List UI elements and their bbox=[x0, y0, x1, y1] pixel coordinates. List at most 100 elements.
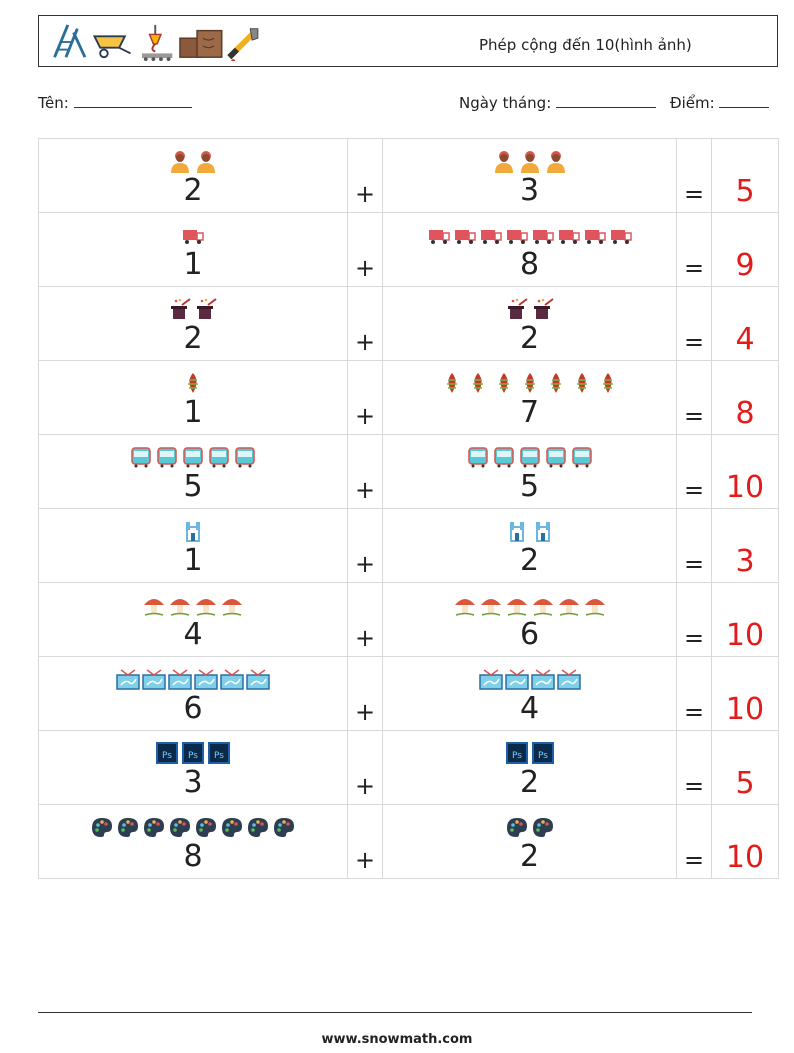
addend-b-cell: 3 bbox=[382, 138, 677, 213]
result-cell: 8 bbox=[711, 360, 779, 435]
ps-logo-icon: Ps bbox=[531, 742, 554, 764]
footer-divider bbox=[38, 1012, 752, 1013]
name-label: Tên: bbox=[38, 94, 69, 112]
addend-b-number: 4 bbox=[519, 691, 540, 726]
equals-cell: = bbox=[676, 656, 712, 731]
pinecone-icon bbox=[550, 373, 561, 393]
result-answer: 10 bbox=[725, 692, 765, 727]
worksheet-header: Phép cộng đến 10(hình ảnh) bbox=[38, 15, 778, 67]
pinecone-icon bbox=[602, 373, 613, 393]
addend-b-number: 2 bbox=[519, 321, 540, 356]
result-cell: 10 bbox=[711, 656, 779, 731]
addend-a-pictures bbox=[39, 371, 347, 397]
map-board-icon bbox=[168, 669, 192, 690]
addend-a-number: 2 bbox=[183, 173, 203, 208]
equals-sign: = bbox=[683, 476, 705, 504]
addend-b-cell: 2 bbox=[382, 508, 677, 583]
addend-b-pictures bbox=[383, 371, 676, 397]
worker-icon bbox=[171, 151, 189, 173]
addend-a-pictures bbox=[39, 445, 347, 471]
palette-icon bbox=[532, 818, 553, 837]
svg-text:Ps: Ps bbox=[188, 751, 198, 761]
mushroom-icon bbox=[170, 599, 190, 616]
castle-icon bbox=[509, 522, 524, 542]
result-answer: 8 bbox=[735, 396, 755, 431]
equals-cell: = bbox=[676, 730, 712, 805]
bus-icon bbox=[183, 447, 203, 468]
plus-sign: + bbox=[354, 624, 376, 652]
name-blank bbox=[73, 106, 192, 108]
truck-icon bbox=[506, 230, 528, 244]
score-label: Điểm: bbox=[670, 94, 715, 112]
problem-row: 6 +4 = 10 bbox=[38, 656, 779, 731]
pinecone-icon bbox=[498, 373, 509, 393]
ladder-icon bbox=[53, 24, 87, 58]
plus-sign: + bbox=[354, 476, 376, 504]
map-board-icon bbox=[530, 669, 555, 690]
addend-b-number: 2 bbox=[519, 543, 540, 578]
addend-b-cell: Ps Ps 2 bbox=[382, 730, 677, 805]
addend-a-number: 5 bbox=[183, 469, 203, 504]
ps-logo-icon: Ps bbox=[156, 742, 178, 764]
palette-icon bbox=[222, 818, 242, 837]
equals-cell: = bbox=[676, 582, 712, 657]
mushroom-icon bbox=[532, 599, 553, 616]
bus-icon bbox=[467, 447, 488, 468]
equals-sign: = bbox=[683, 550, 705, 578]
result-answer: 5 bbox=[735, 174, 755, 209]
addend-b-cell: 6 bbox=[382, 582, 677, 657]
equals-sign: = bbox=[683, 254, 705, 282]
problem-row: 2 +3 = 5 bbox=[38, 138, 779, 213]
result-answer: 10 bbox=[725, 840, 765, 875]
equals-cell: = bbox=[676, 434, 712, 509]
truck-icon bbox=[428, 230, 450, 244]
equals-sign: = bbox=[683, 402, 705, 430]
addend-b-number: 3 bbox=[519, 173, 540, 208]
addend-a-cell: 1 bbox=[38, 360, 348, 435]
worker-icon bbox=[520, 151, 539, 173]
addend-a-cell: 2 bbox=[38, 138, 348, 213]
plus-cell: + bbox=[347, 730, 383, 805]
addend-b-number: 7 bbox=[519, 395, 540, 430]
ps-logo-icon: Ps bbox=[208, 742, 230, 764]
svg-text:Ps: Ps bbox=[538, 751, 548, 761]
svg-text:Ps: Ps bbox=[214, 751, 224, 761]
map-board-icon bbox=[478, 669, 503, 690]
score-field: Điểm: bbox=[670, 94, 770, 112]
equals-cell: = bbox=[676, 212, 712, 287]
addend-a-pictures bbox=[39, 297, 347, 323]
pinecone-icon bbox=[188, 373, 198, 393]
bus-icon bbox=[157, 447, 177, 468]
equals-cell: = bbox=[676, 138, 712, 213]
ps-logo-icon: Ps bbox=[505, 742, 528, 764]
equals-cell: = bbox=[676, 508, 712, 583]
palette-icon bbox=[274, 818, 294, 837]
addend-a-pictures bbox=[39, 223, 347, 249]
addend-b-number: 5 bbox=[519, 469, 540, 504]
mushroom-icon bbox=[454, 599, 475, 616]
plus-sign: + bbox=[354, 550, 376, 578]
plus-cell: + bbox=[347, 434, 383, 509]
equals-sign: = bbox=[683, 624, 705, 652]
bus-icon bbox=[493, 447, 514, 468]
date-label: Ngày tháng: bbox=[459, 94, 552, 112]
problem-row: 1 +8 = 9 bbox=[38, 212, 779, 287]
palette-icon bbox=[144, 818, 164, 837]
header-icon-strip bbox=[53, 24, 259, 61]
mushroom-icon bbox=[480, 599, 501, 616]
addend-b-pictures bbox=[383, 297, 676, 323]
pinecone-icon bbox=[446, 373, 457, 393]
plus-cell: + bbox=[347, 360, 383, 435]
magic-hat-icon bbox=[533, 298, 554, 319]
worker-icon bbox=[197, 151, 215, 173]
result-answer: 3 bbox=[735, 544, 755, 579]
date-blank bbox=[556, 106, 657, 108]
problem-row: 2 +2 = 4 bbox=[38, 286, 779, 361]
plus-sign: + bbox=[354, 772, 376, 800]
truck-icon bbox=[183, 230, 204, 244]
bus-icon bbox=[571, 447, 592, 468]
name-field: Tên: bbox=[38, 94, 192, 112]
magic-hat-icon bbox=[171, 298, 191, 319]
plus-cell: + bbox=[347, 656, 383, 731]
palette-icon bbox=[92, 818, 112, 837]
